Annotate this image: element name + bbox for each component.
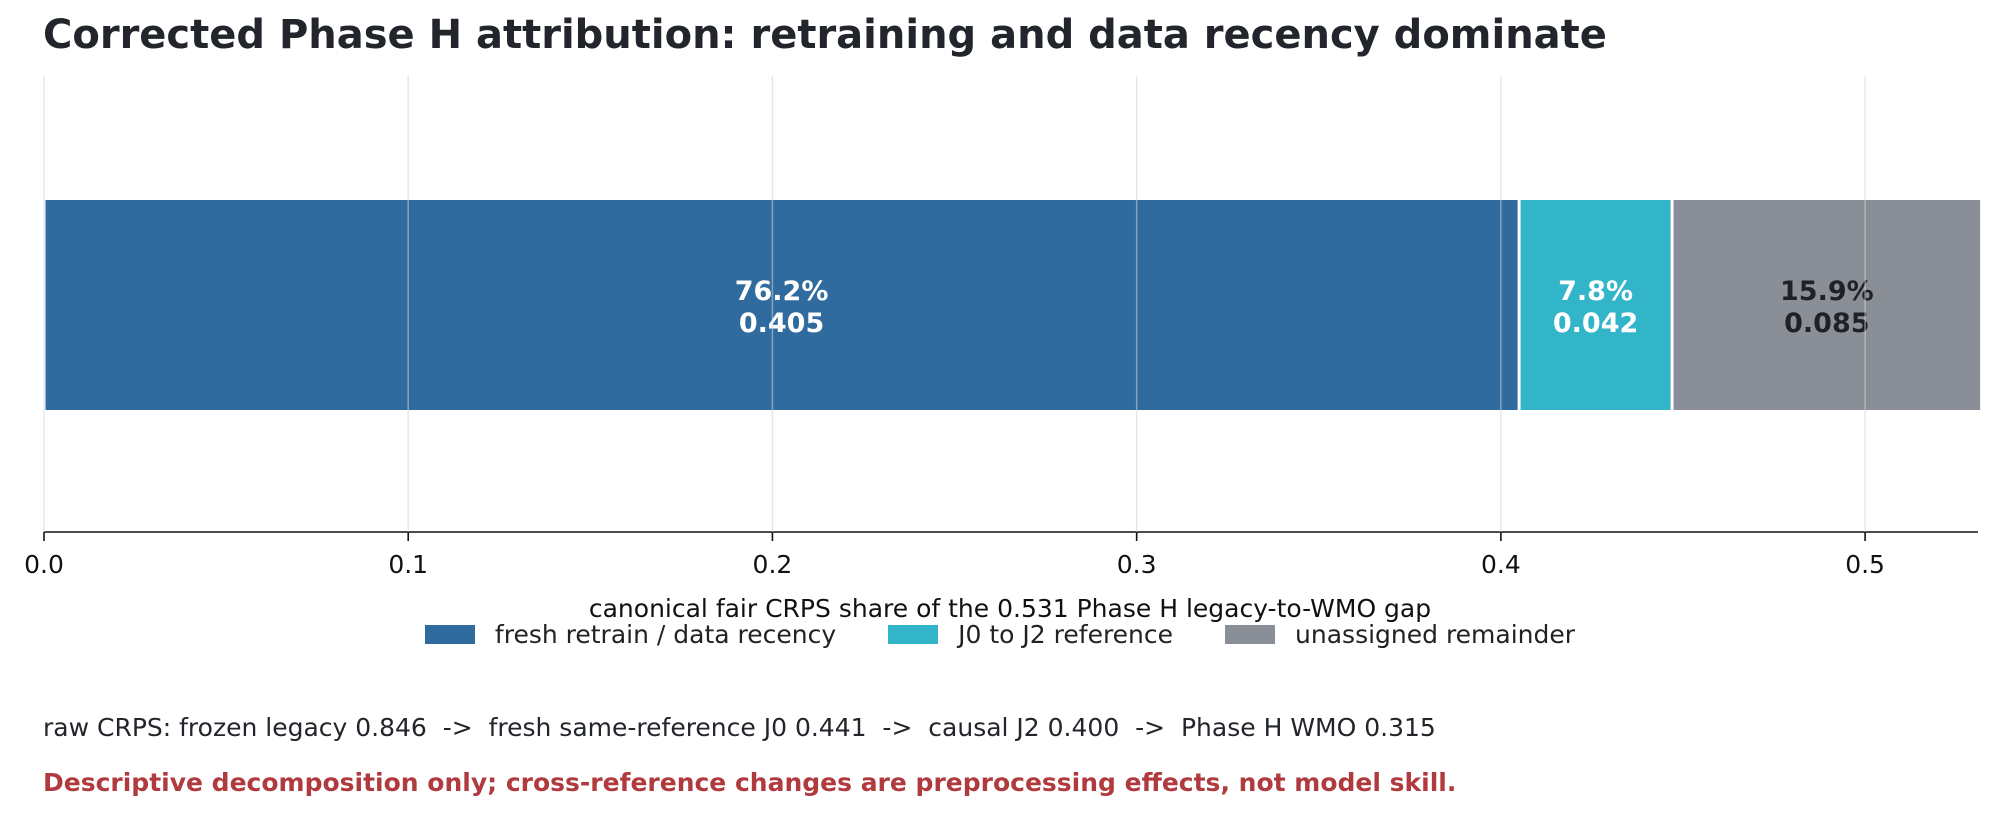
bar-segments [45,200,1981,410]
bar-segment-2 [1520,200,1671,410]
value-label-1: 0.405 [739,308,824,339]
grid-lines [43,76,1866,532]
percent-label-1: 76.2% [735,276,829,307]
legend-label-3: unassigned remainder [1295,620,1576,649]
legend-swatch-1 [424,625,475,644]
raw-crps-note: raw CRPS: frozen legacy 0.846 -> fresh s… [43,713,1436,742]
bar-segment-3 [1673,200,1981,410]
bar-segment-1 [45,200,1518,410]
x-tick-label-0: 0.0 [24,550,64,579]
x-tick-label-1: 0.1 [388,550,428,579]
legend-label-1: fresh retrain / data recency [494,620,837,649]
percent-label-2: 7.8% [1558,276,1633,307]
percent-label-3: 15.9% [1780,276,1874,307]
legend-label-2: J0 to J2 reference [958,620,1174,649]
value-label-2: 0.042 [1553,308,1638,339]
legend-item-2: J0 to J2 reference [888,620,1173,649]
legend-swatch-2 [888,625,939,644]
disclaimer-note: Descriptive decomposition only; cross-re… [43,768,1457,797]
x-axis-label: canonical fair CRPS share of the 0.531 P… [589,594,1431,623]
x-axis: 0.0 0.1 0.2 0.3 0.4 0.5 [24,531,1978,579]
x-tick-label-5: 0.5 [1845,550,1885,579]
x-tick-label-2: 0.2 [753,550,793,579]
x-tick-label-3: 0.3 [1117,550,1157,579]
legend-item-1: fresh retrain / data recency [424,620,837,649]
bar-labels: 76.2%0.405 7.8%0.042 15.9%0.085 [735,276,1874,339]
x-tick-label-4: 0.4 [1481,550,1521,579]
legend-item-3: unassigned remainder [1225,620,1575,649]
legend: fresh retrain / data recency J0 to J2 ref… [0,620,2000,649]
chart-title: Corrected Phase H attribution: retrainin… [43,12,1607,58]
value-label-3: 0.085 [1784,308,1869,339]
legend-swatch-3 [1225,625,1276,644]
